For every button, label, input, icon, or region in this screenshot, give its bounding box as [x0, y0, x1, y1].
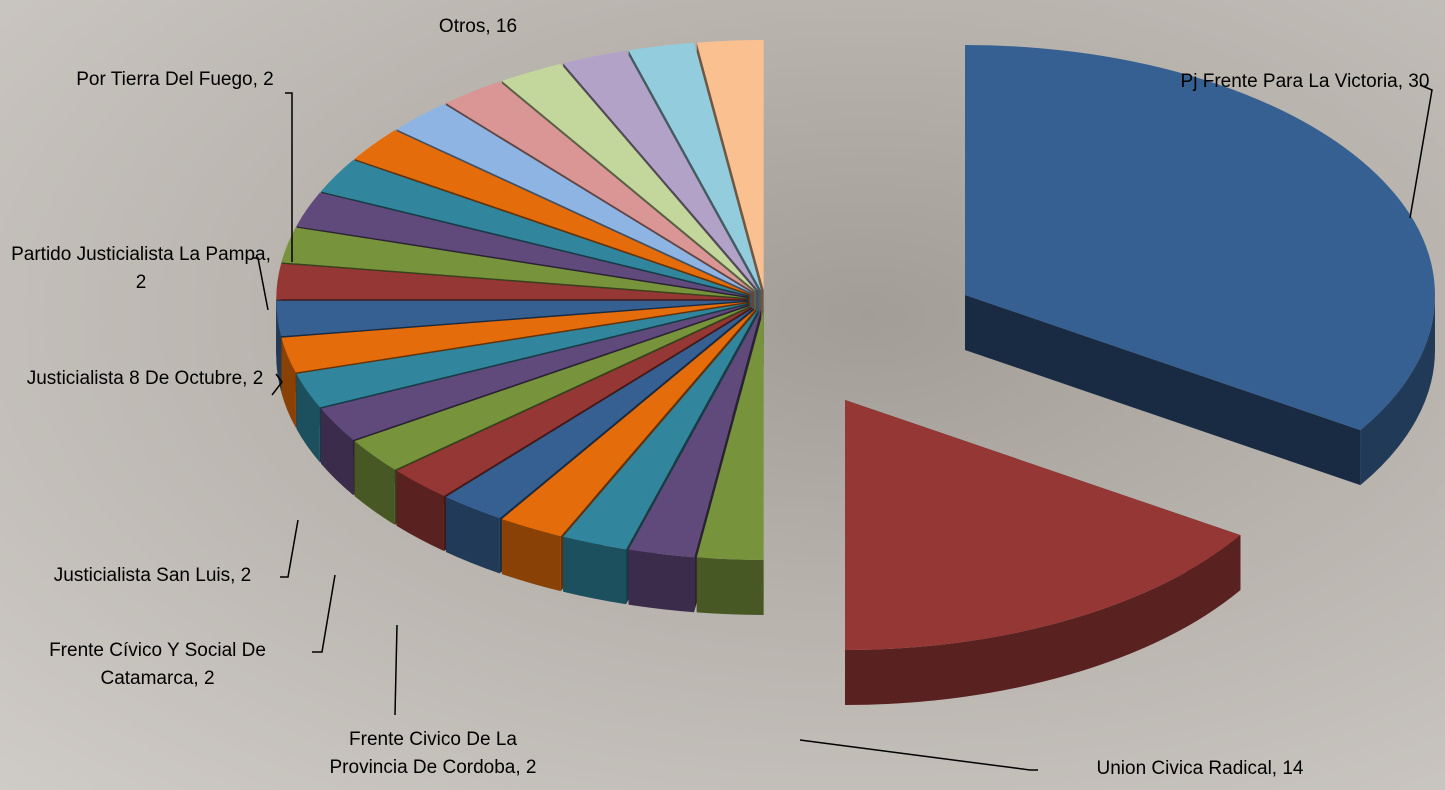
- slice: [696, 309, 764, 560]
- slice-side: [320, 408, 354, 495]
- slice: [563, 50, 759, 291]
- slice-side: [396, 470, 444, 552]
- slice: [354, 130, 750, 295]
- slice: [445, 308, 754, 519]
- slice: [501, 63, 756, 292]
- leader-line: [394, 624, 398, 716]
- leader-line: [285, 92, 293, 262]
- slice: [396, 103, 752, 293]
- slice: [320, 304, 749, 440]
- slice: [354, 305, 750, 470]
- slice-side: [396, 307, 752, 526]
- slice-side: [501, 519, 561, 592]
- slice: [628, 309, 762, 558]
- slice-side: [696, 557, 764, 615]
- leader-line: [252, 257, 269, 311]
- data-label: Por Tierra Del Fuego, 2: [76, 69, 274, 90]
- data-label: Frente Civico De La Provincia De Cordoba…: [329, 729, 537, 778]
- slice: [445, 81, 754, 292]
- data-label: Partido Justicialista La Pampa, 2: [11, 244, 271, 293]
- slice-side: [628, 549, 695, 613]
- data-label: Justicialista San Luis, 2: [53, 565, 252, 586]
- annotation: Otros, 16: [438, 16, 518, 37]
- slice: [563, 309, 759, 550]
- slice-side: [276, 300, 282, 392]
- data-label: Union Civica Radical, 14: [1096, 758, 1304, 779]
- slice: [281, 227, 747, 298]
- leader-line: [271, 373, 283, 396]
- slice: [276, 300, 747, 337]
- slice: [501, 308, 756, 537]
- slice: [296, 192, 748, 297]
- slice: [628, 42, 762, 291]
- data-label: Frente Cívico Y Social De Catamarca, 2: [49, 640, 266, 689]
- slice-side: [563, 536, 627, 605]
- slice: [320, 160, 749, 296]
- slice-side: [1360, 295, 1435, 486]
- slice: [281, 302, 747, 373]
- slice-side: [845, 535, 1241, 705]
- leader-line: [799, 739, 1038, 771]
- slice: [696, 40, 764, 291]
- leader-line: [1409, 84, 1433, 219]
- slice-side: [965, 295, 1361, 486]
- leader-line: [312, 574, 336, 653]
- slice-side: [281, 337, 296, 428]
- slice-side: [296, 373, 320, 463]
- leader-lines: [252, 84, 1433, 771]
- data-label: Justicialista 8 De Octubre, 2: [26, 368, 264, 389]
- pie: [276, 40, 1435, 705]
- slice-side: [445, 496, 500, 574]
- slice: [396, 307, 752, 497]
- data-label: Pj Frente Para La Victoria, 30: [1180, 71, 1430, 92]
- slice: [276, 263, 747, 300]
- slice: [845, 400, 1241, 650]
- slice-side: [354, 441, 395, 525]
- slice: [296, 303, 748, 408]
- leader-line: [280, 519, 299, 578]
- slice: [965, 45, 1435, 431]
